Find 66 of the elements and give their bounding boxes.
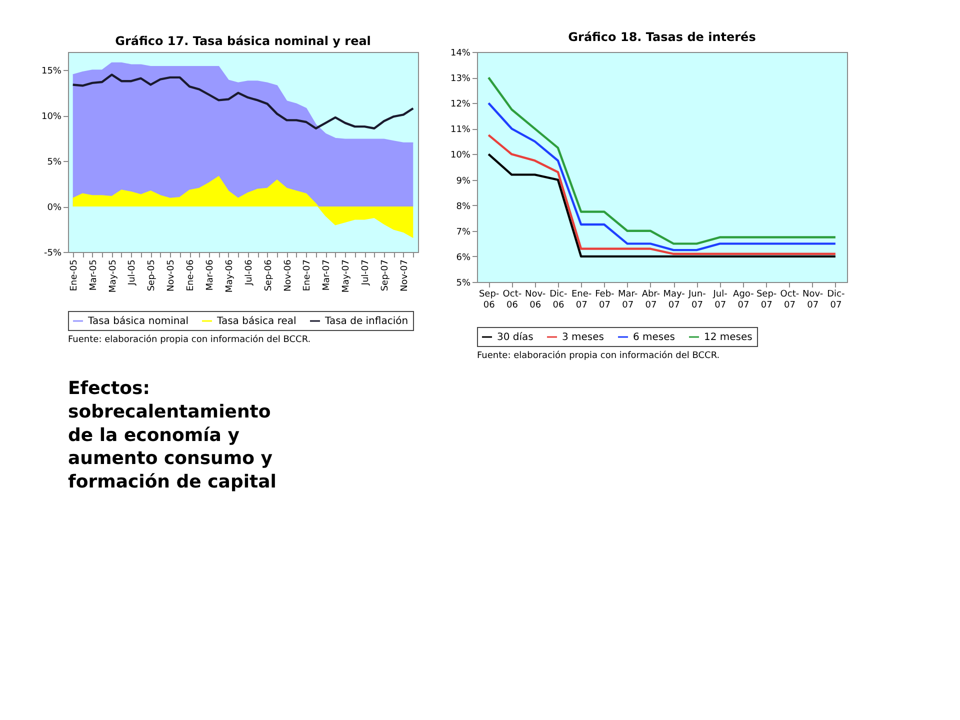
x-tick-label: Sep-07 <box>380 260 390 292</box>
y-tick-label: 14% <box>450 48 471 58</box>
y-tick-label: 11% <box>450 125 471 136</box>
x-tick-label: Oct-07 <box>780 290 800 310</box>
x-tick-label: Jul-06 <box>244 259 254 286</box>
x-tick-label: May-06 <box>224 259 235 293</box>
y-tick-label: 15% <box>41 66 62 77</box>
y-tick-label: 6% <box>456 252 471 263</box>
y-tick-label: 5% <box>47 158 62 168</box>
x-tick-label: Jul-07 <box>361 260 372 286</box>
x-tick-label: Mar-05 <box>88 260 99 291</box>
line-series <box>487 134 837 255</box>
legend-label: 3 meses <box>562 332 604 343</box>
x-tick-label: Mar-07 <box>618 290 638 310</box>
y-tick-label: 12% <box>450 100 471 110</box>
x-tick-label: Oct-06 <box>502 290 522 310</box>
x-tick-label: Ago-07 <box>733 290 754 310</box>
x-tick-label: Feb-07 <box>595 290 614 310</box>
y-tick-label: 10% <box>41 112 62 122</box>
x-tick-label: Sep-06 <box>264 259 274 292</box>
x-tick-label: Mar-06 <box>205 259 216 291</box>
x-tick-label: May-05 <box>108 260 118 293</box>
x-tick-label: Ene-06 <box>186 259 196 292</box>
x-tick-label: Ene-07 <box>571 290 592 310</box>
x-tick-label: Nov-07 <box>400 260 410 292</box>
x-tick-label: May-07 <box>342 260 352 293</box>
source-note: Fuente: elaboración propia con información del BCCR. <box>68 334 311 345</box>
x-tick-label: Abr-07 <box>642 290 660 310</box>
x-tick-label: Ene-05 <box>69 260 80 292</box>
text: Efectos: sobrecalentamiento de la economía y aumento consumo y formación de capital <box>68 378 276 493</box>
legend-label: Tasa básica nominal <box>87 316 189 327</box>
legend-label: 30 días <box>497 332 534 343</box>
source-note: Fuente: elaboración propia con información del BCCR. <box>477 350 720 361</box>
x-tick-label: Dic-07 <box>827 290 845 310</box>
x-tick-label: Dic-06 <box>550 290 568 310</box>
chart-title: Gráfico 18. Tasas de interés <box>568 30 756 44</box>
x-tick-label: Jul-05 <box>128 260 138 286</box>
legend-label: Tasa básica real <box>216 316 296 327</box>
line-series <box>487 102 837 252</box>
legend-label: 6 meses <box>633 332 676 343</box>
y-tick-label: 7% <box>456 227 471 238</box>
y-tick-label: 0% <box>47 203 62 214</box>
x-tick-label: Sep-06 <box>478 290 500 310</box>
y-tick-label: 9% <box>456 176 471 186</box>
legend-label: Tasa de inflación <box>324 316 408 327</box>
x-tick-label: Jul-07 <box>712 290 728 310</box>
x-tick-label: Nov-06 <box>525 290 546 310</box>
y-tick-label: 13% <box>450 74 471 84</box>
y-tick-label: 5% <box>456 278 471 288</box>
line-series <box>487 153 837 258</box>
y-tick-label: -5% <box>44 248 62 258</box>
x-tick-label: Ene-07 <box>302 260 313 292</box>
y-tick-label: 8% <box>456 202 471 212</box>
x-tick-label: May-07 <box>663 290 685 310</box>
x-tick-label: Mar-07 <box>322 260 332 291</box>
x-tick-label: Sep-07 <box>756 290 777 310</box>
chart-title: Gráfico 17. Tasa básica nominal y real <box>115 34 371 48</box>
x-tick-label: Nov-06 <box>283 259 294 292</box>
x-tick-label: Sep-05 <box>147 260 158 292</box>
x-tick-label: Nov-07 <box>802 290 824 310</box>
y-tick-label: 10% <box>450 150 471 161</box>
line-series <box>72 74 414 130</box>
line-series <box>487 76 837 245</box>
x-tick-label: Jun-07 <box>688 290 706 310</box>
legend-label: 12 meses <box>704 332 752 343</box>
x-tick-label: Nov-05 <box>166 260 177 292</box>
